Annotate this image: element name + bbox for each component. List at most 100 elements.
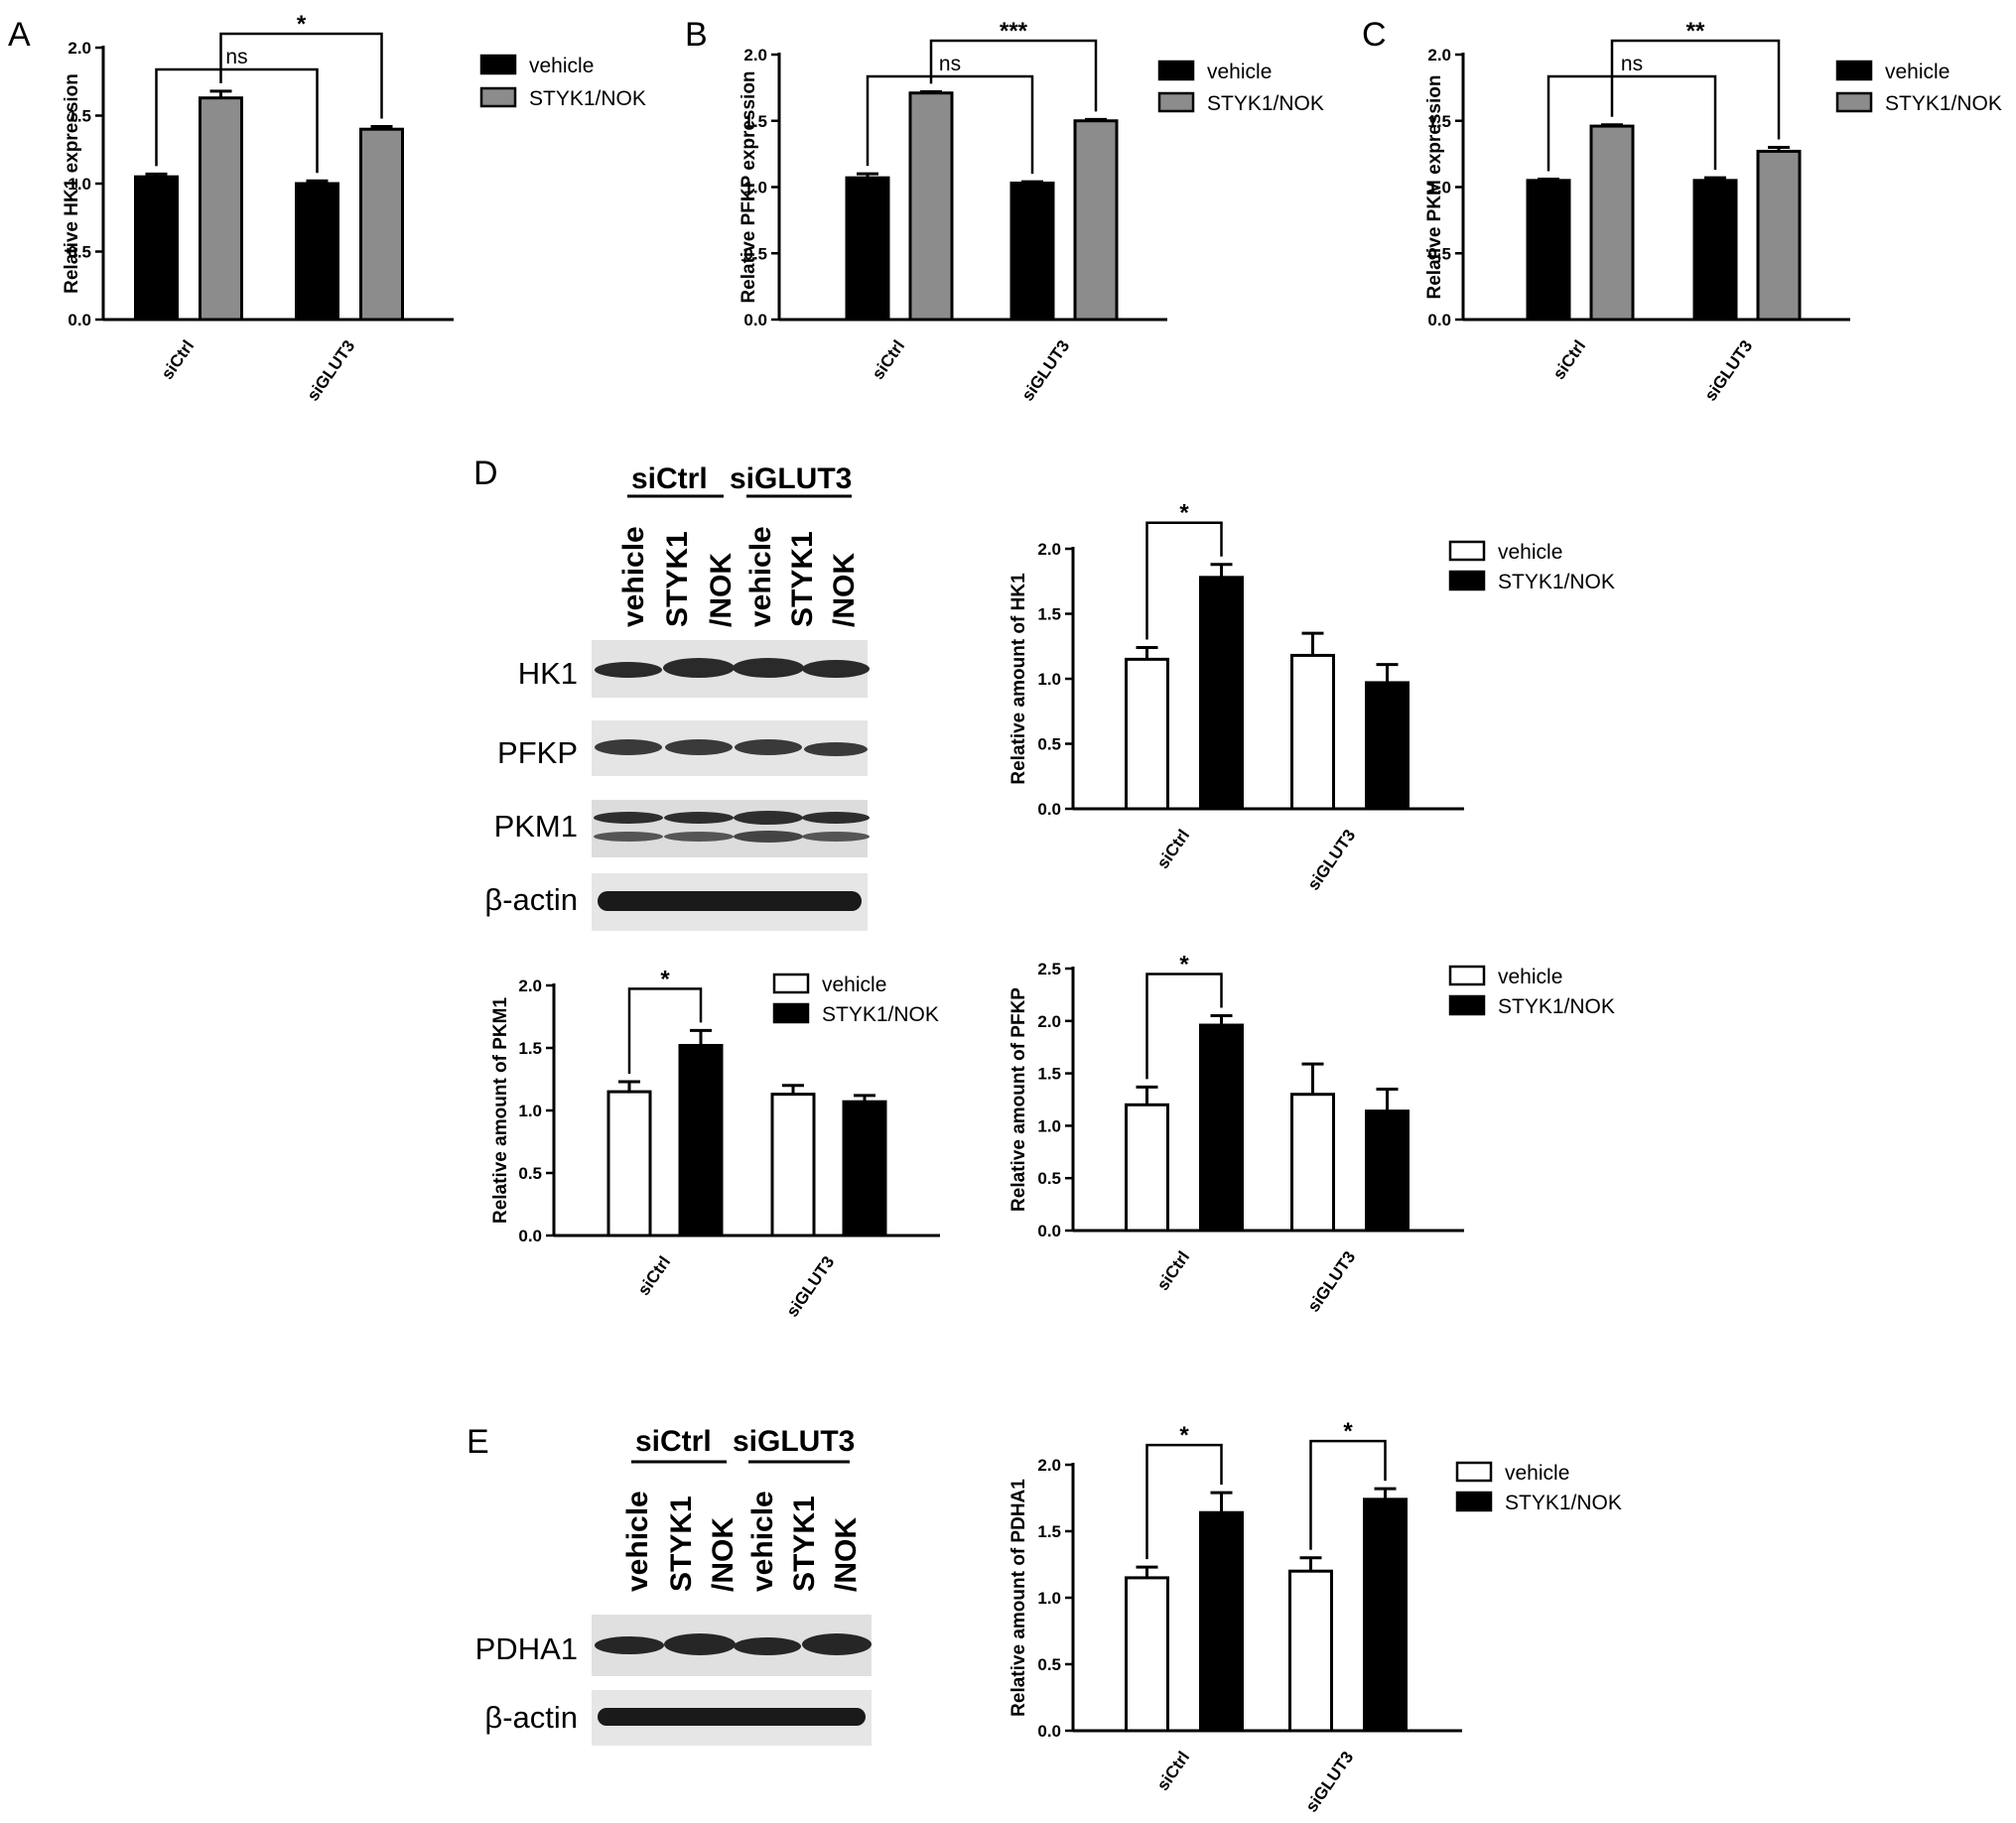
bar-charts: 0.0 0.5 1.0 1.5 2.0 Relative HK1 expression si…: [62, 11, 2002, 1816]
significance-label: ns: [225, 46, 247, 68]
blot-d-row-hk1: HK1: [518, 656, 578, 691]
legend-swatch-styk1-nok: [1448, 994, 1486, 1016]
legend-label-vehicle: vehicle: [822, 974, 886, 996]
y-tick-label: 0.0: [1427, 311, 1451, 329]
significance-label: ns: [1621, 53, 1643, 75]
significance-bracket: [929, 39, 1098, 112]
bar-sictrl-styk1-nok: [199, 96, 243, 322]
chart-d-pfkp: 0.0 0.5 1.0 1.5 2.0 2.5 Relative amount of PFK…: [1008, 952, 1615, 1316]
legend-label-styk1-nok: STYK1/NOK: [1505, 1492, 1622, 1514]
blot-d-bands-hk1: [595, 658, 870, 678]
blot-d-bands-pfkp: [595, 739, 868, 756]
x-tick-label-sictrl: siCtrl: [1549, 336, 1589, 383]
legend-label-styk1-nok: STYK1/NOK: [1498, 995, 1615, 1018]
blot-d-bands-pkm1: [594, 811, 870, 843]
y-tick-label: 0.5: [1037, 1655, 1061, 1674]
y-axis-label: Relative HK1 expression: [62, 73, 82, 294]
western-blot-d: siCtrl siGLUT3 vehicle STYK1 /NOK vehicl…: [484, 462, 870, 931]
y-axis-label: Relative amount of PFKP: [1008, 987, 1029, 1212]
bar-sictrl-styk1-nok: [1589, 124, 1635, 322]
blot-d-row-pkm1: PKM1: [494, 809, 578, 844]
y-tick-label: 0.5: [67, 243, 91, 262]
y-tick-label: 0.0: [1037, 1222, 1061, 1240]
significance-label: *: [297, 11, 307, 38]
y-tick-label: 2.0: [518, 977, 542, 995]
blot-d-row-beta-actin: β-actin: [484, 882, 578, 917]
y-tick-label: 0.5: [1037, 1169, 1061, 1188]
legend-swatch-vehicle: [479, 54, 517, 75]
significance-label: *: [1343, 1418, 1353, 1445]
blot-d-bands-beta-actin: [598, 891, 862, 911]
blot-e-row-beta-actin: β-actin: [484, 1700, 578, 1735]
panel-label-a: A: [8, 16, 31, 54]
bar-siglut3-vehicle: [1288, 1569, 1333, 1733]
y-tick-label: 2.0: [1037, 1456, 1061, 1475]
chart-a: 0.0 0.5 1.0 1.5 2.0 Relative HK1 expression si…: [62, 11, 646, 405]
x-tick-label-sictrl: siCtrl: [1153, 826, 1193, 872]
bar-sictrl-styk1-nok: [678, 1043, 724, 1237]
chart-d-pkm1: 0.0 0.5 1.0 1.5 2.0 Relative amount of PKM1 si…: [490, 966, 940, 1321]
y-axis-label: Relative PFKP expression: [739, 70, 759, 303]
blot-e-row-pdha1: PDHA1: [475, 1631, 578, 1666]
panel-label-e: E: [467, 1423, 489, 1461]
legend-swatch-styk1-nok: [1157, 91, 1195, 113]
significance-bracket: [1610, 39, 1781, 140]
blot-d-row-pfkp: PFKP: [497, 735, 578, 770]
bar-sictrl-styk1-nok: [1199, 576, 1244, 811]
legend-swatch-styk1-nok: [1455, 1491, 1493, 1512]
blot-d-group-sictrl: siCtrl: [631, 462, 708, 495]
legend-swatch-styk1-nok: [772, 1002, 810, 1024]
significance-label: *: [1179, 952, 1189, 978]
blot-e-lane-4: vehicle: [746, 1491, 779, 1592]
blot-e-bands-pdha1: [595, 1633, 872, 1655]
significance-bracket: [219, 32, 383, 119]
blot-e-lane-5: STYK1: [788, 1496, 821, 1592]
legend-swatch-styk1-nok: [1448, 570, 1486, 591]
x-tick-label-siglut3: siGLUT3: [1304, 826, 1360, 893]
y-tick-label: 1.5: [1037, 1065, 1061, 1084]
y-tick-label: 1.0: [743, 179, 767, 197]
panel-label-c: C: [1362, 16, 1387, 54]
bar-sictrl-vehicle: [134, 175, 179, 322]
legend-label-vehicle: vehicle: [1207, 61, 1272, 83]
legend-swatch-vehicle: [1157, 60, 1195, 81]
significance-label: *: [660, 966, 670, 992]
y-tick-label: 0.0: [1037, 1722, 1061, 1741]
chart-d-hk1: 0.0 0.5 1.0 1.5 2.0 Relative amount of HK1 siC…: [1008, 500, 1615, 894]
y-tick-label: 1.0: [1037, 1589, 1061, 1608]
bar-siglut3-vehicle: [295, 182, 339, 322]
x-tick-label-siglut3: siGLUT3: [783, 1252, 839, 1320]
y-tick-label: 1.5: [1037, 605, 1061, 624]
chart-e-pdha1: 0.0 0.5 1.0 1.5 2.0 Relative amount of PDHA1 s…: [1008, 1418, 1622, 1815]
bar-siglut3-styk1-nok: [1756, 149, 1802, 322]
x-tick-label-sictrl: siCtrl: [158, 336, 198, 383]
x-tick-label-sictrl: siCtrl: [869, 336, 908, 383]
y-tick-label: 1.0: [67, 175, 91, 194]
y-tick-label: 1.0: [1427, 179, 1451, 197]
blot-d-lane-4: vehicle: [744, 526, 777, 627]
significance-bracket: [866, 74, 1034, 175]
bar-siglut3-styk1-nok: [359, 127, 404, 322]
legend-swatch-vehicle: [1835, 60, 1873, 81]
blot-d-lane-2: STYK1: [661, 531, 694, 627]
legend-label-styk1-nok: STYK1/NOK: [1498, 571, 1615, 593]
y-tick-label: 1.0: [1037, 670, 1061, 689]
y-tick-label: 1.5: [1037, 1522, 1061, 1541]
x-tick-label-siglut3: siGLUT3: [1018, 336, 1074, 404]
legend-label-styk1-nok: STYK1/NOK: [529, 87, 646, 110]
blot-d-lane-6: /NOK: [828, 553, 861, 627]
legend-swatch-vehicle: [772, 973, 810, 994]
bar-sictrl-vehicle: [606, 1090, 652, 1237]
y-tick-label: 0.5: [1037, 735, 1061, 754]
y-tick-label: 1.5: [743, 112, 767, 131]
x-tick-label-sictrl: siCtrl: [634, 1252, 674, 1299]
legend-label-vehicle: vehicle: [1505, 1462, 1569, 1485]
significance-bracket: [155, 67, 319, 174]
significance-label: *: [1179, 1422, 1189, 1449]
y-tick-label: 1.0: [518, 1102, 542, 1120]
significance-bracket: [1145, 1443, 1223, 1560]
bar-sictrl-vehicle: [1125, 657, 1169, 811]
legend-swatch-vehicle: [1448, 540, 1486, 562]
y-tick-label: 0.0: [518, 1227, 542, 1245]
y-tick-label: 2.0: [1037, 1012, 1061, 1031]
